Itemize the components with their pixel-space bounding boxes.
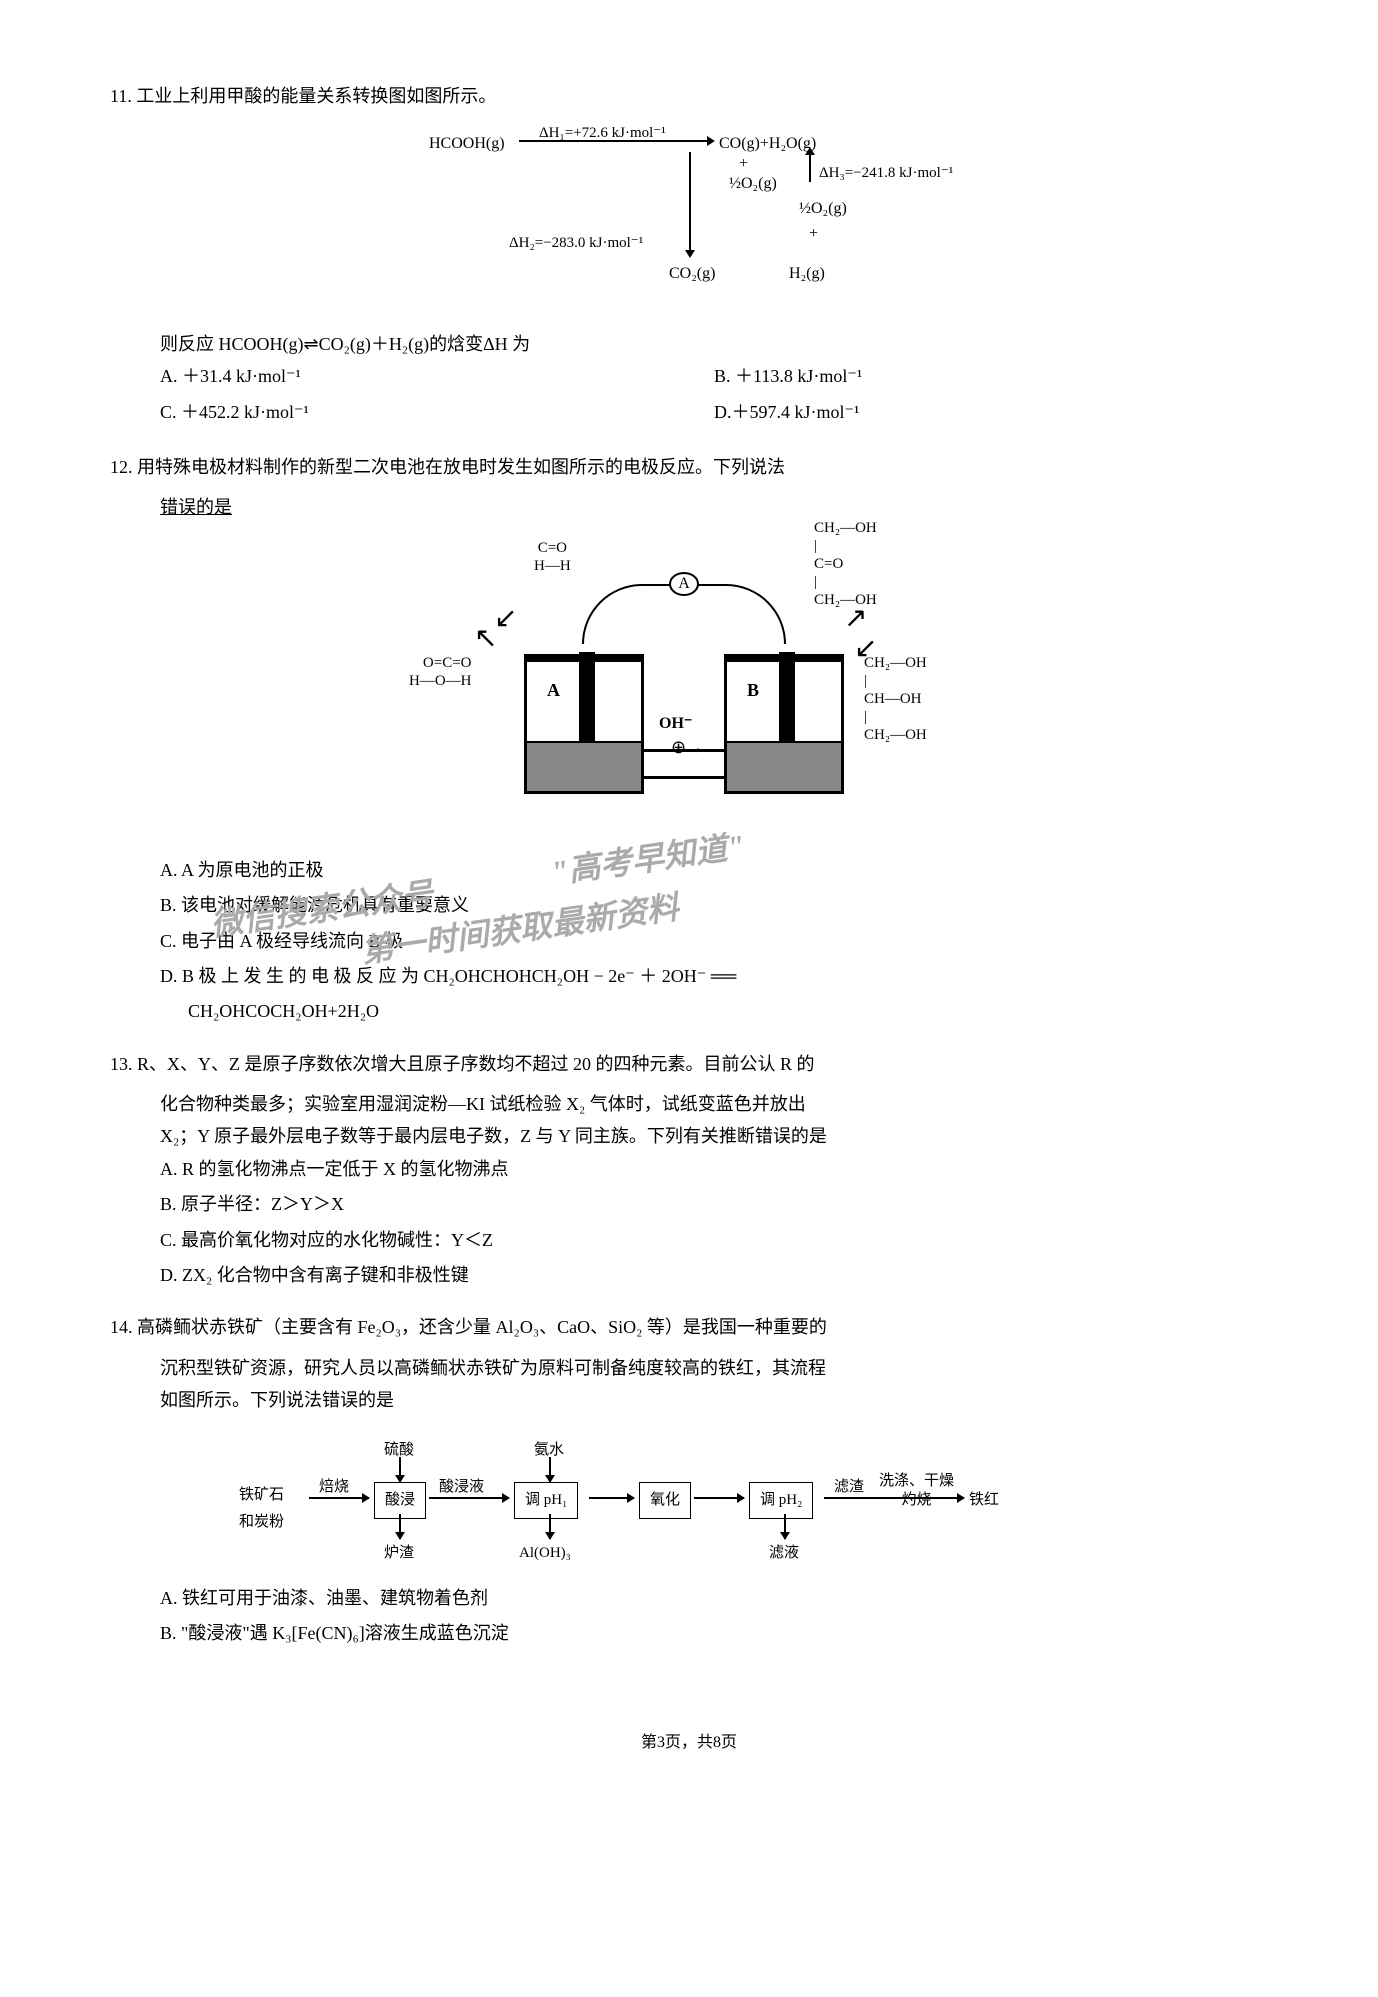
q14-stem2: 沉积型铁矿资源，研究人员以高磷鲕状赤铁矿为原料可制备纯度较高的铁红，其流程 (110, 1352, 1268, 1384)
page-footer: 第3页，共8页 (110, 1729, 1268, 1758)
flow-mid4: 滤渣 (834, 1474, 864, 1501)
question-12: 12. 用特殊电极材料制作的新型二次电池在放电时发生如图所示的电极反应。下列说法… (110, 451, 1268, 1028)
q12-left-side: O=C=O H—O—H (409, 654, 472, 690)
q11-text: 工业上利用甲酸的能量关系转换图如图所示。 (136, 86, 496, 106)
q11-hcooh: HCOOH(g) (429, 132, 505, 156)
flow-output: 铁红 (969, 1487, 999, 1514)
q11-o2-top: ½O₂(g) (729, 172, 777, 196)
q11-options: A. ＋31.4 kJ·mol⁻¹ B. ＋113.8 kJ·mol⁻¹ C. … (110, 360, 1268, 431)
q14-stem3: 如图所示。下列说法错误的是 (110, 1384, 1268, 1416)
q12-optD-line1: D. B 极 上 发 生 的 电 极 反 应 为 CH₂OHCHOHCH₂OH … (160, 960, 1268, 992)
q13-options: A. R 的氢化物沸点一定低于 X 的氢化物沸点 B. 原子半径：Z＞Y＞X C… (110, 1153, 1268, 1292)
q11-h2: H₂(g) (789, 262, 825, 286)
q13-optD: D. ZX₂ 化合物中含有离子键和非极性键 (160, 1259, 1268, 1291)
q12-optD-line2: CH₂OHCOCH₂OH+2H₂O (160, 995, 1268, 1027)
q14-optB: B. "酸浸液"遇 K₃[Fe(CN)₆]溶液生成蓝色沉淀 (160, 1617, 1268, 1649)
q13-number: 13. (110, 1054, 133, 1074)
q11-o2-bot: ½O₂(g) (799, 197, 847, 221)
flow-last-top: 洗涤、干燥 灼烧 (879, 1472, 954, 1511)
q13-optA: A. R 的氢化物沸点一定低于 X 的氢化物沸点 (160, 1153, 1268, 1185)
ammeter-icon: A (669, 572, 699, 596)
question-13: 13. R、X、Y、Z 是原子序数依次增大且原子序数均不超过 20 的四种元素。… (110, 1048, 1268, 1292)
q11-co2: CO₂(g) (669, 262, 715, 286)
q12-options: A. A 为原电池的正极 B. 该电池对缓解能源危机具有重要意义 C. 电子由 … (110, 854, 1268, 1028)
q13-stem: 13. R、X、Y、Z 是原子序数依次增大且原子序数均不超过 20 的四种元素。… (110, 1048, 1268, 1080)
cell-b: B (724, 654, 844, 794)
q13-stem2: 化合物种类最多；实验室用湿润淀粉—KI 试纸检验 X₂ 气体时，试纸变蓝色并放出 (110, 1088, 1268, 1120)
q11-optA: A. ＋31.4 kJ·mol⁻¹ (160, 360, 714, 392)
label-b: B (747, 674, 759, 706)
question-14: 14. 高磷鲕状赤铁矿（主要含有 Fe₂O₃，还含少量 Al₂O₃、CaO、Si… (110, 1311, 1268, 1649)
q11-stem: 11. 工业上利用甲酸的能量关系转换图如图所示。 (110, 80, 1268, 112)
flow-down2: Al(OH)₃ (519, 1540, 571, 1567)
q11-optB: B. ＋113.8 kJ·mol⁻¹ (714, 360, 1268, 392)
q14-options: A. 铁红可用于油漆、油墨、建筑物着色剂 B. "酸浸液"遇 K₃[Fe(CN)… (110, 1582, 1268, 1650)
flow-box4: 调 pH₂ (749, 1482, 813, 1519)
q14-text: 高磷鲕状赤铁矿（主要含有 Fe₂O₃，还含少量 Al₂O₃、CaO、SiO₂ 等… (137, 1317, 827, 1337)
q12-optA: A. A 为原电池的正极 (160, 854, 1268, 886)
q12-left-top: C=O H—H (534, 539, 571, 575)
q11-plus2: + (809, 222, 818, 246)
cell-a: A (524, 654, 644, 794)
q12-number: 12. (110, 457, 133, 477)
question-11: 11. 工业上利用甲酸的能量关系转换图如图所示。 HCOOH(g) ΔH₁=+7… (110, 80, 1268, 431)
flow-down4: 滤液 (769, 1540, 799, 1567)
flow-mid1: 酸浸液 (439, 1474, 484, 1501)
q14-stem: 14. 高磷鲕状赤铁矿（主要含有 Fe₂O₃，还含少量 Al₂O₃、CaO、Si… (110, 1311, 1268, 1343)
q13-text: R、X、Y、Z 是原子序数依次增大且原子序数均不超过 20 的四种元素。目前公认… (137, 1054, 815, 1074)
q12-optC: C. 电子由 A 极经导线流向 B 极 (160, 925, 1268, 957)
liquid-b (727, 741, 841, 791)
q11-dh3: ΔH₃=−241.8 kJ·mol⁻¹ (819, 162, 953, 185)
q12-optB: B. 该电池对缓解能源危机具有重要意义 (160, 889, 1268, 921)
flow-down1: 炉渣 (384, 1540, 414, 1567)
flow-box3: 氧化 (639, 1482, 691, 1519)
q13-optB: B. 原子半径：Z＞Y＞X (160, 1188, 1268, 1220)
label-a: A (547, 674, 560, 706)
arrow-right-up: ↙ (854, 624, 877, 674)
q11-optC: C. ＋452.2 kJ·mol⁻¹ (160, 396, 714, 428)
q14-flowchart: 铁矿石 和炭粉 焙烧 硫酸 酸浸 炉渣 酸浸液 氨水 调 pH₁ Al(OH)₃… (239, 1432, 1139, 1562)
q11-line2: 则反应 HCOOH(g)⇌CO₂(g)＋H₂(g)的焓变ΔH 为 (160, 334, 530, 354)
q11-co-h2o: CO(g)+H₂O(g) (719, 132, 816, 156)
flow-step1-label: 焙烧 (319, 1474, 349, 1501)
flow-box2: 调 pH₁ (514, 1482, 578, 1519)
q12-diagram: A A B OH⁻ ⊕→ C=O H—H O=C=O H—O—H CH₂—OH … (414, 534, 964, 834)
q14-number: 14. (110, 1317, 133, 1337)
q14-optA: A. 铁红可用于油漆、油墨、建筑物着色剂 (160, 1582, 1268, 1614)
liquid-a (527, 741, 641, 791)
q11-diagram: HCOOH(g) ΔH₁=+72.6 kJ·mol⁻¹ CO(g)+H₂O(g)… (110, 122, 1268, 312)
oh-arrow: ⊕→ (671, 731, 704, 763)
arrow-left-up: ↖ (474, 614, 497, 664)
q13-optC: C. 最高价氧化物对应的水化物碱性：Y＜Z (160, 1224, 1268, 1256)
arrow-left-down: ↙ (494, 594, 517, 644)
q11-optD: D.＋597.4 kJ·mol⁻¹ (714, 396, 1268, 428)
q12-text: 用特殊电极材料制作的新型二次电池在放电时发生如图所示的电极反应。下列说法 (137, 457, 785, 477)
q12-stem2: 错误的是 (110, 491, 1268, 523)
q11-dh2: ΔH₂=−283.0 kJ·mol⁻¹ (509, 232, 643, 255)
q11-number: 11. (110, 86, 132, 106)
flow-input: 铁矿石 和炭粉 (239, 1482, 284, 1536)
q12-stem: 12. 用特殊电极材料制作的新型二次电池在放电时发生如图所示的电极反应。下列说法 (110, 451, 1268, 483)
q13-stem3: X₂；Y 原子最外层电子数等于最内层电子数，Z 与 Y 同主族。下列有关推断错误… (110, 1120, 1268, 1152)
